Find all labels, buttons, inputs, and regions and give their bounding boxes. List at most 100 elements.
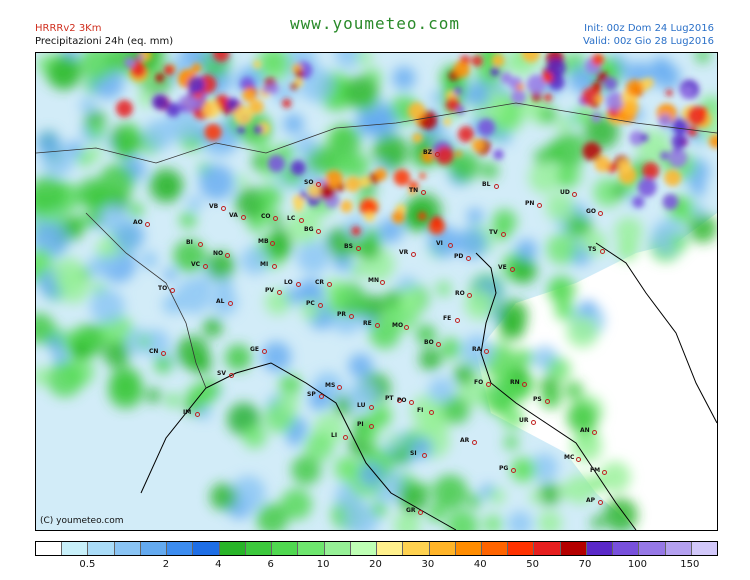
precip-core	[471, 138, 485, 152]
precipitation-map[interactable]: SO BZ TN BL UD PN GO TS AO BI VB VA CO LC BG BS VR VI TV VE…	[35, 52, 718, 531]
model-name: HRRRv2 3Km	[35, 23, 102, 34]
french-border	[85, 212, 207, 389]
city-label: AP	[586, 497, 596, 504]
precip-blob	[436, 281, 451, 297]
precip-core	[155, 73, 165, 83]
legend-label: 2	[162, 559, 170, 570]
precip-core	[668, 148, 688, 168]
precip-blob	[593, 177, 623, 207]
precip-blob	[103, 341, 130, 368]
precip-core	[253, 60, 262, 69]
legend-label: 4	[215, 559, 222, 570]
precip-blob	[481, 162, 499, 180]
precip-core	[490, 67, 500, 77]
precip-core	[582, 142, 602, 161]
precip-core	[606, 92, 626, 112]
city-label: PD	[454, 253, 464, 260]
precip-core	[687, 126, 698, 137]
precip-core	[709, 134, 717, 149]
precip-blob	[410, 436, 433, 459]
precip-core	[254, 124, 264, 135]
precip-core	[233, 105, 253, 126]
precip-blob	[175, 278, 212, 314]
city-label: PR	[337, 311, 347, 318]
city-marker	[598, 500, 603, 505]
precip-blob	[198, 378, 221, 400]
city-label: AN	[580, 427, 590, 434]
precip-blob	[163, 268, 177, 282]
legend-swatch	[429, 542, 456, 555]
precip-blob	[47, 56, 82, 90]
precip-core	[359, 198, 377, 216]
precip-blob	[36, 131, 61, 156]
precip-blob	[354, 300, 370, 316]
city-marker	[195, 412, 200, 417]
precip-blob	[274, 227, 288, 241]
precip-core	[591, 53, 604, 66]
city-marker	[170, 288, 175, 293]
precip-blob	[467, 208, 483, 225]
precip-blob	[358, 462, 383, 487]
precip-blob	[225, 344, 252, 371]
precip-core	[491, 54, 505, 67]
precip-blob	[467, 493, 482, 509]
precip-blob	[304, 432, 334, 462]
city-label: VI	[436, 240, 443, 247]
legend-label: 20	[369, 559, 382, 570]
precip-blob	[392, 66, 416, 90]
city-marker	[537, 203, 542, 208]
precip-blob	[614, 217, 643, 245]
precip-blob	[488, 488, 506, 505]
city-label: MB	[258, 238, 269, 245]
precip-blob	[416, 324, 437, 345]
precip-blob	[356, 53, 373, 66]
city-label: BO	[424, 339, 434, 346]
precip-core	[393, 169, 411, 186]
precip-blob	[97, 204, 127, 234]
legend-swatch	[613, 542, 640, 555]
precip-blob	[58, 272, 90, 304]
legend-swatch	[560, 542, 587, 555]
precip-blob	[79, 53, 115, 81]
precip-blob	[603, 497, 638, 530]
precip-blob	[196, 405, 212, 421]
legend-label: 50	[526, 559, 540, 570]
precip-blob	[173, 239, 207, 273]
city-label: GR	[406, 507, 416, 514]
city-label: NO	[213, 250, 224, 257]
color-legend	[35, 541, 718, 556]
precip-core	[249, 99, 264, 114]
precip-blob	[566, 401, 598, 433]
precip-core	[511, 89, 526, 105]
precip-blob	[142, 329, 170, 357]
precip-core	[166, 102, 181, 117]
precip-blob	[397, 287, 423, 313]
city-marker	[316, 182, 321, 187]
precip-core	[632, 196, 645, 209]
precip-cores	[115, 53, 717, 236]
precip-blob	[36, 367, 51, 387]
precip-core	[136, 53, 144, 61]
precip-blob	[328, 124, 362, 157]
precip-blob	[483, 514, 503, 530]
map-header-left: HRRRv2 3Km Precipitazioni 24h (eq. mm)	[35, 22, 173, 48]
precip-blob	[90, 289, 125, 324]
city-marker	[510, 267, 515, 272]
precip-blob	[138, 335, 151, 348]
city-label: TO	[158, 285, 168, 292]
precip-core	[204, 123, 222, 141]
precip-core	[359, 176, 371, 188]
city-label: LU	[357, 402, 366, 409]
city-marker	[343, 435, 348, 440]
precip-core	[591, 112, 602, 123]
precip-blob	[529, 491, 543, 504]
city-label: PI	[357, 421, 364, 428]
precip-blob	[571, 431, 603, 463]
city-label: SO	[304, 179, 314, 186]
city-marker	[404, 325, 409, 330]
city-label: MO	[392, 322, 404, 329]
legend-swatch	[455, 542, 482, 555]
precip-core	[374, 168, 387, 181]
city-marker	[327, 282, 332, 287]
precip-blob	[539, 106, 558, 124]
